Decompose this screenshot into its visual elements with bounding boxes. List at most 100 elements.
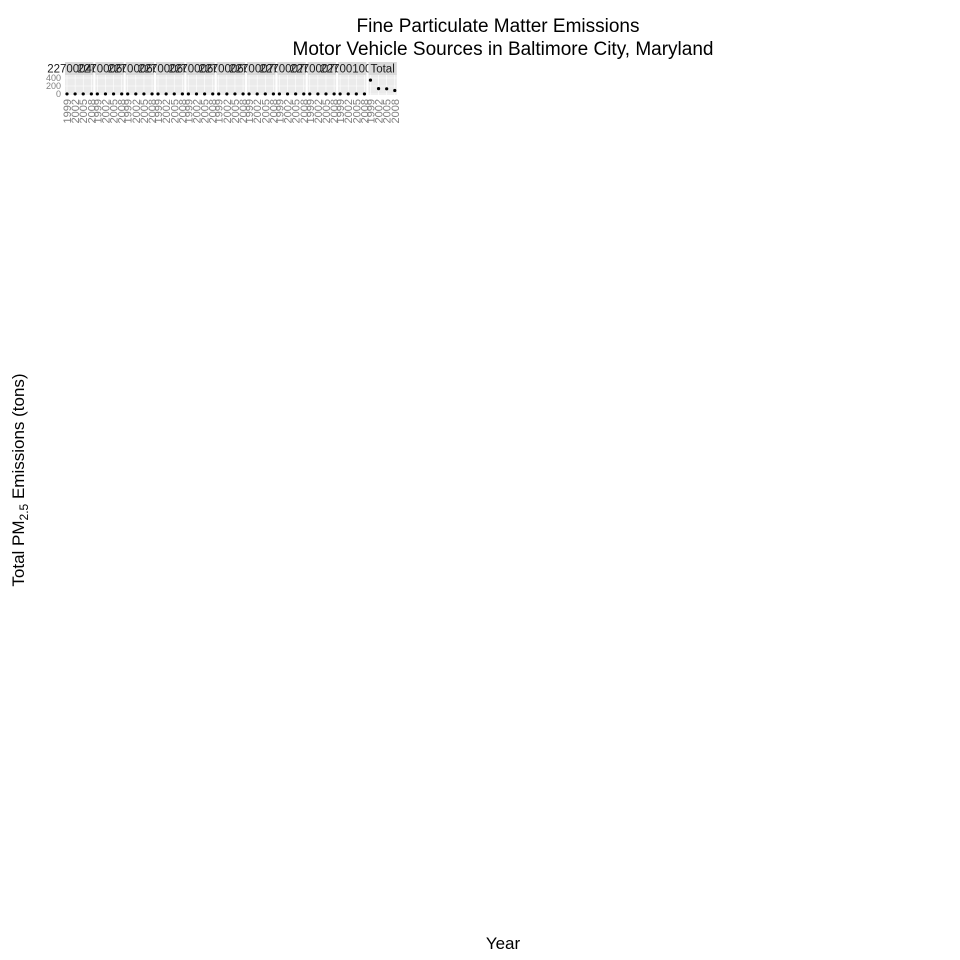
plot-background [186, 75, 215, 95]
y-axis-title-suffix: Emissions (tons) [9, 373, 28, 503]
x-tick-label: 2008 [359, 99, 371, 123]
facet-strip [65, 62, 94, 75]
data-point [308, 92, 312, 96]
facet-strip-label: 2270007010 [229, 64, 293, 76]
x-tick-label: 1999 [365, 99, 377, 123]
data-point [225, 92, 229, 96]
data-point [368, 78, 373, 82]
x-tick-label: 1999 [244, 99, 256, 123]
data-point [150, 92, 154, 96]
data-point [134, 92, 138, 96]
x-tick-label: 1999 [153, 99, 165, 123]
data-point [338, 92, 342, 96]
data-point [332, 92, 336, 96]
data-point [81, 92, 85, 96]
plot-background [156, 75, 185, 95]
x-tick-label: 2008 [390, 99, 402, 123]
x-tick-label: 2008 [117, 99, 129, 123]
x-tick-label: 2002 [131, 99, 143, 123]
plot-background [277, 75, 306, 95]
x-tick-label: 2002 [374, 99, 386, 123]
data-point [95, 92, 99, 96]
x-tick-label: 2002 [313, 99, 325, 123]
x-tick-label: 2005 [291, 99, 303, 123]
data-point [111, 92, 116, 96]
data-point [120, 92, 124, 96]
data-point [233, 92, 237, 96]
x-tick-label: 2008 [208, 99, 220, 123]
data-point [247, 92, 251, 96]
facet-strip-label: 2270010010 [320, 64, 384, 76]
facet-panels: 2270004070020040019992002200520082270006… [46, 62, 402, 123]
x-tick-label: 2002 [191, 99, 203, 123]
data-point [393, 88, 397, 93]
x-tick-label: 2005 [230, 99, 242, 123]
plot-background [65, 75, 94, 95]
x-tick-label: 2002 [283, 99, 295, 123]
y-tick-label: 400 [46, 73, 61, 83]
plot-background [368, 75, 397, 95]
facet-strip [186, 62, 215, 75]
x-tick-label: 2005 [169, 99, 181, 123]
facet-strip-label: 2270004070 [47, 64, 111, 76]
data-point [316, 92, 320, 96]
data-point [385, 87, 389, 91]
x-tick-label: 1999 [183, 99, 195, 123]
x-tick-label: 2008 [299, 99, 311, 123]
facet-strip [338, 62, 367, 75]
facet-strip [277, 62, 306, 75]
data-point [89, 92, 93, 96]
data-point [203, 92, 207, 96]
x-tick-label: 2008 [86, 99, 98, 123]
data-point [73, 92, 77, 96]
x-tick-label: 2008 [147, 99, 159, 123]
plot-background [247, 75, 276, 95]
x-tick-label: 1999 [92, 99, 104, 123]
facet-strip [216, 62, 246, 75]
data-point [65, 92, 69, 96]
x-tick-label: 2005 [139, 99, 151, 123]
x-tick-label: 2002 [252, 99, 264, 123]
data-point [142, 92, 146, 96]
chart-subtitle: Motor Vehicle Sources in Baltimore City,… [293, 39, 714, 60]
data-point [294, 92, 298, 96]
facet-strip-label: 2270006025 [169, 64, 233, 76]
data-point [186, 92, 190, 96]
x-tick-label: 2002 [343, 99, 355, 123]
facet-strip [156, 62, 185, 75]
facet-strip [368, 62, 397, 75]
data-point [376, 87, 381, 91]
plot-background [216, 75, 246, 95]
facet-strip [95, 62, 124, 75]
chart-title: Fine Particulate Matter Emissions [357, 16, 640, 37]
x-tick-label: 2005 [260, 99, 272, 123]
facet-strip [125, 62, 155, 75]
facet-strip-label: 2270006010 [108, 64, 172, 76]
x-tick-label: 1999 [62, 99, 74, 123]
data-point [271, 92, 276, 96]
x-tick-label: 2005 [351, 99, 363, 123]
plot-background [307, 75, 337, 95]
plot-background [95, 75, 124, 95]
data-point [194, 92, 199, 96]
data-point [241, 92, 245, 96]
facet-strip-label: Total [370, 64, 394, 76]
data-point [362, 92, 367, 96]
data-point [180, 92, 184, 96]
x-tick-label: 2008 [329, 99, 341, 123]
data-point [103, 92, 108, 96]
data-point [346, 92, 350, 96]
plot-background [125, 75, 155, 95]
x-tick-label: 2002 [70, 99, 82, 123]
facet-strip-label: 2270006015 [138, 64, 202, 76]
